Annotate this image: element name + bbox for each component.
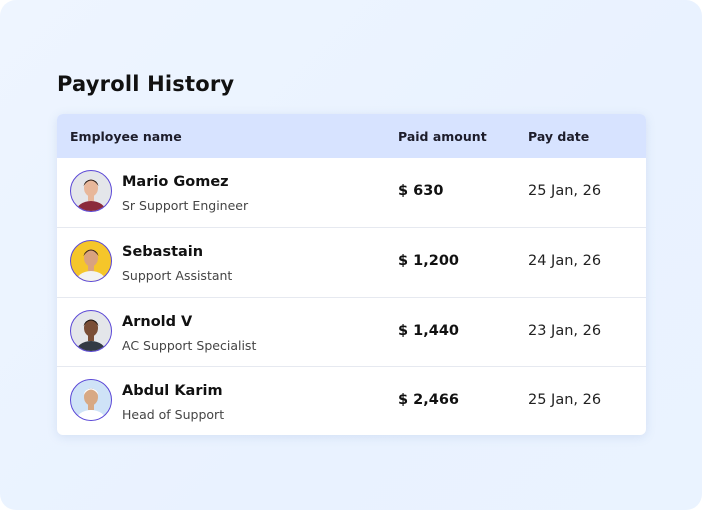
pay-date: 25 Jan, 26 bbox=[528, 183, 602, 199]
column-header: Paid amount bbox=[398, 129, 487, 144]
employee-role: Head of Support bbox=[122, 406, 225, 422]
payroll-table: Employee name Paid amount Pay date Mario… bbox=[57, 114, 646, 435]
avatar bbox=[70, 309, 112, 352]
avatar-image bbox=[76, 319, 106, 351]
avatar-image bbox=[76, 388, 106, 420]
employee-role: Support Assistant bbox=[122, 268, 233, 284]
pay-date: 23 Jan, 26 bbox=[528, 322, 602, 339]
pay-date: 24 Jan, 26 bbox=[528, 253, 602, 270]
table-row: Arnold V AC Support Specialist $ 1,440 23 J… bbox=[57, 296, 646, 367]
paid-amount: $ 1,200 bbox=[398, 253, 460, 270]
paid-amount: $ 1,440 bbox=[398, 322, 460, 339]
table-row: Abdul Karim Head of Support $ 2,466 25 Jan,… bbox=[57, 365, 646, 435]
avatar bbox=[70, 378, 112, 421]
page-title: Payroll History bbox=[57, 72, 235, 96]
table-row: Mario Gomez Sr Support Engineer $ 630 25 Ja… bbox=[57, 158, 646, 227]
column-header: Pay date bbox=[528, 129, 590, 144]
pay-date: 25 Jan, 26 bbox=[528, 391, 602, 408]
employee-name: Arnold V bbox=[122, 313, 193, 330]
avatar bbox=[70, 240, 112, 283]
paid-amount: $ 2,466 bbox=[398, 391, 460, 408]
employee-name: Sebastain bbox=[122, 244, 204, 261]
avatar-image bbox=[76, 179, 106, 211]
employee-name: Mario Gomez bbox=[122, 174, 229, 190]
employee-name: Abdul Karim bbox=[122, 382, 223, 399]
column-header: Employee name bbox=[70, 129, 182, 144]
employee-role: AC Support Specialist bbox=[122, 337, 257, 353]
paid-amount: $ 630 bbox=[398, 183, 444, 199]
avatar-image bbox=[76, 249, 106, 282]
avatar bbox=[70, 170, 112, 212]
table-header: Employee name Paid amount Pay date bbox=[57, 114, 646, 158]
table-row: Sebastain Support Assistant $ 1,200 24 Jan,… bbox=[57, 227, 646, 297]
employee-role: Sr Support Engineer bbox=[122, 198, 249, 213]
